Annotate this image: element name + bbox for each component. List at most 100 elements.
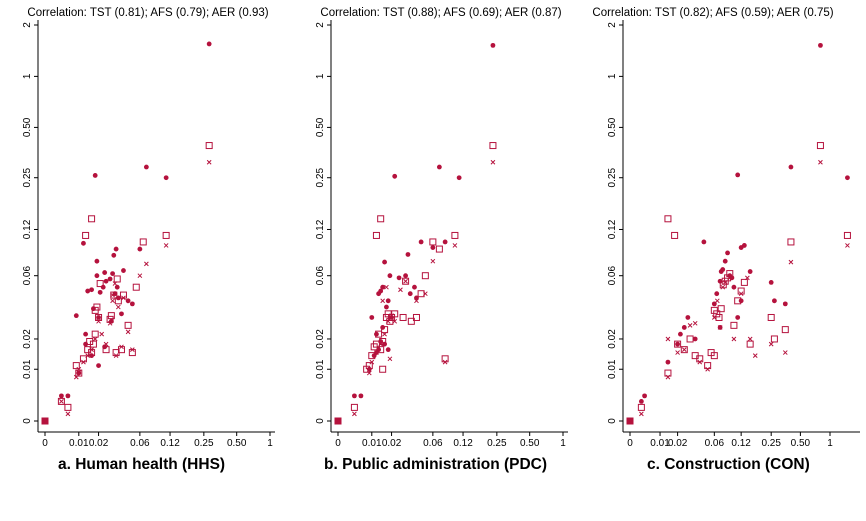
- x-tick-label: 1: [560, 438, 566, 449]
- point-afs: [740, 278, 748, 286]
- point-tst: [642, 393, 647, 399]
- point-aer: [731, 336, 737, 342]
- x-tick-label: 1: [827, 438, 833, 449]
- point-afs: [377, 215, 385, 223]
- x-tick-label: 0.06: [423, 438, 443, 449]
- point-aer: [697, 359, 703, 365]
- chart-title: Correlation: TST (0.88); AFS (0.69); AER…: [320, 7, 561, 19]
- point-tst: [111, 252, 117, 258]
- point-afs: [96, 280, 104, 288]
- point-tst: [114, 284, 120, 290]
- point-afs: [72, 362, 80, 370]
- point-tst: [396, 275, 402, 281]
- point-tst: [407, 291, 413, 297]
- point-afs: [435, 245, 443, 253]
- y-tick-label: 0.01: [22, 359, 33, 379]
- point-afs: [75, 369, 83, 377]
- point-aer: [112, 281, 118, 286]
- point-tst: [845, 175, 850, 181]
- point-aer: [752, 353, 758, 358]
- panel-c: Correlation: TST (0.82); AFS (0.59); AER…: [592, 7, 860, 449]
- point-afs: [686, 335, 694, 343]
- point-afs: [205, 142, 213, 150]
- point-afs: [713, 310, 721, 318]
- point-tst: [107, 276, 113, 282]
- y-tick-label: 2: [315, 22, 326, 28]
- point-afs: [128, 349, 136, 357]
- y-tick-label: 0.06: [315, 266, 326, 286]
- x-tick-label: 0.50: [227, 438, 247, 449]
- point-aer: [85, 353, 91, 358]
- point-aer: [714, 298, 720, 304]
- point-aer: [711, 315, 717, 320]
- x-tick-label: 0.25: [194, 438, 214, 449]
- point-tst: [731, 284, 737, 290]
- point-aer: [768, 341, 774, 347]
- point-tst: [102, 270, 108, 275]
- point-tst: [418, 239, 424, 245]
- y-tick-label: 0.02: [22, 329, 33, 349]
- y-tick-label: 1: [22, 73, 33, 79]
- y-tick-label: 0.02: [315, 329, 326, 349]
- point-tst: [720, 267, 726, 272]
- point-aer: [727, 275, 733, 281]
- point-aer: [125, 329, 131, 335]
- point-tst: [385, 298, 391, 304]
- point-afs: [139, 238, 147, 246]
- point-aer: [490, 159, 496, 165]
- x-tick-label: 0.01: [69, 438, 89, 449]
- point-afs: [746, 340, 754, 348]
- point-tst: [129, 301, 135, 307]
- point-aer: [745, 275, 750, 281]
- point-afs: [95, 313, 103, 321]
- point-afs: [379, 337, 387, 345]
- point-tst: [442, 239, 448, 245]
- point-afs: [110, 291, 118, 299]
- point-tst: [788, 164, 794, 170]
- x-tick-label: 0.12: [453, 438, 473, 449]
- point-tst: [76, 370, 82, 376]
- point-afs: [671, 231, 679, 239]
- point-tst: [722, 258, 728, 264]
- point-afs: [451, 231, 459, 239]
- point-afs: [407, 317, 415, 325]
- point-aer: [81, 359, 86, 365]
- point-afs: [350, 403, 358, 411]
- point-tst: [137, 246, 143, 252]
- point-tst: [768, 279, 774, 285]
- origin-marker: [42, 418, 48, 424]
- x-tick-label: 0.25: [487, 438, 507, 449]
- point-aer: [720, 284, 726, 290]
- point-afs: [386, 317, 394, 325]
- point-afs: [781, 326, 789, 334]
- point-aer: [129, 347, 135, 353]
- point-aer: [687, 322, 693, 328]
- point-tst: [392, 173, 398, 179]
- point-afs: [734, 297, 742, 305]
- chart-title: Correlation: TST (0.82); AFS (0.59); AER…: [592, 7, 833, 19]
- x-tick-label: 0.12: [731, 438, 751, 449]
- point-tst: [94, 258, 100, 264]
- point-aer: [392, 318, 398, 324]
- point-tst: [772, 298, 777, 304]
- point-afs: [816, 142, 824, 150]
- caption-c: c. Construction (CON): [647, 456, 810, 473]
- x-tick-label: 0.12: [160, 438, 180, 449]
- point-tst: [73, 313, 79, 319]
- point-afs: [402, 277, 410, 285]
- point-afs: [767, 313, 775, 321]
- point-aer: [380, 298, 386, 304]
- x-tick-label: 1: [267, 438, 273, 449]
- point-aer: [384, 284, 389, 290]
- origin-marker: [627, 418, 633, 424]
- point-tst: [125, 298, 131, 304]
- y-tick-label: 0.50: [607, 117, 618, 137]
- point-aer: [389, 313, 394, 318]
- y-tick-label: 0.06: [22, 266, 33, 286]
- point-tst: [456, 175, 462, 181]
- point-aer: [681, 347, 687, 353]
- x-tick-label: 0.01: [650, 438, 670, 449]
- point-tst: [352, 393, 357, 399]
- point-aer: [422, 291, 428, 297]
